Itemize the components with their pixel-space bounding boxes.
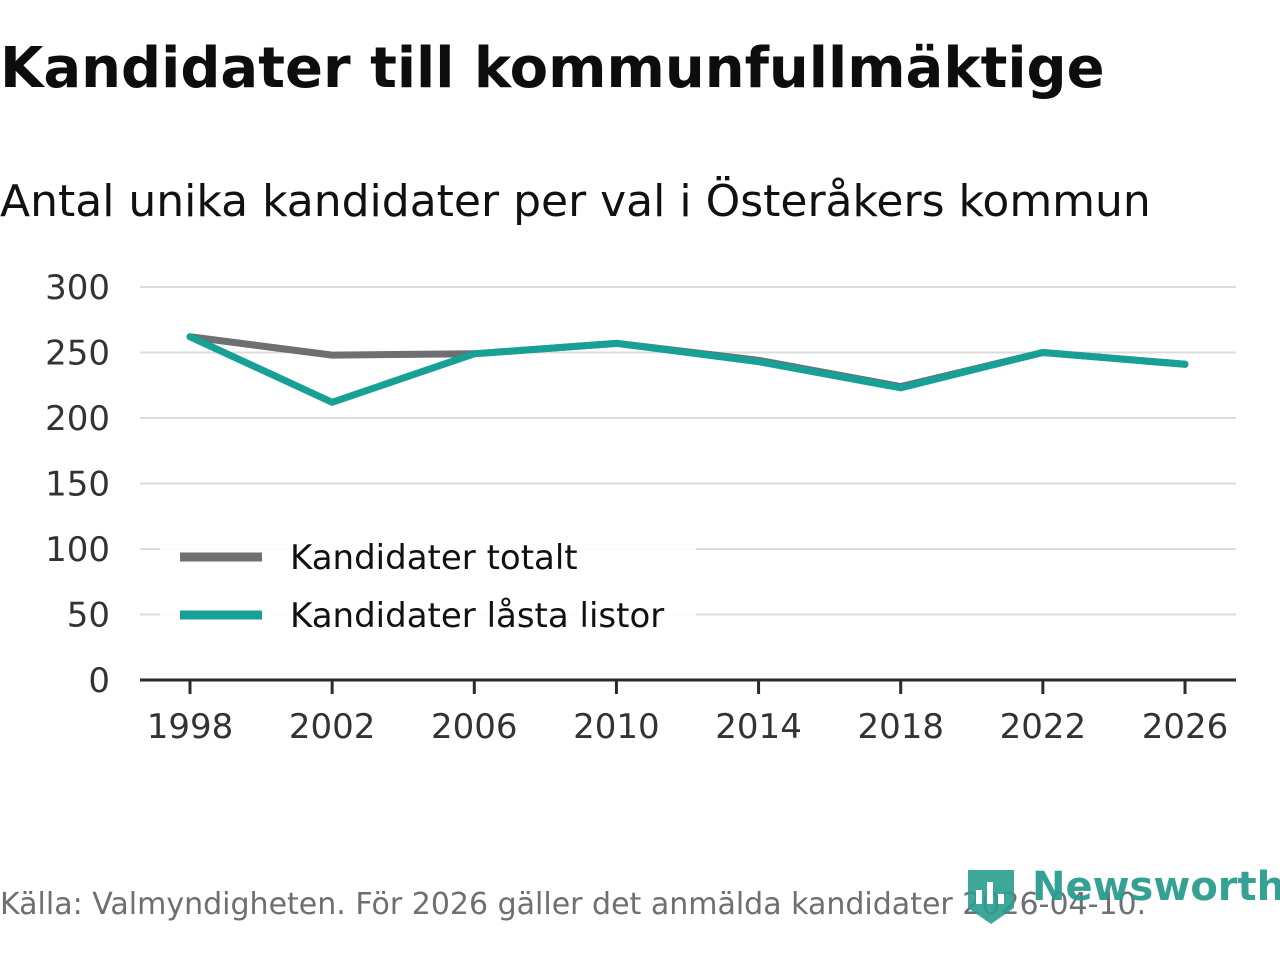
x-tick-label: 2026 [1142,707,1229,747]
legend-label: Kandidater låsta listor [290,596,664,636]
x-tick-label: 2014 [715,707,802,747]
y-tick-label: 200 [45,399,110,439]
series-line-kandidater-totalt [186,333,1189,391]
y-tick-label: 0 [88,661,110,701]
y-tick-label: 300 [45,268,110,308]
legend-item-kandidater-lasta-listor: Kandidater låsta listor [180,596,664,636]
y-tick-label: 50 [67,596,110,636]
bar-chart-flag-icon [968,870,1014,924]
series-line-kandidater-lasta-listor [186,333,1189,406]
brand-logo: Newsworthy [966,864,1280,926]
legend-item-kandidater-totalt: Kandidater totalt [180,538,578,578]
x-tick-label: 2002 [289,707,376,747]
x-tick-label: 2022 [1000,707,1087,747]
x-tick-label: 2018 [857,707,944,747]
y-tick-label: 100 [45,530,110,570]
chart-subtitle: Antal unika kandidater per val i Österåk… [0,176,1151,227]
y-tick-label: 150 [45,465,110,505]
x-axis: 1998 2002 2006 2010 2014 2018 2022 2026 [140,678,1236,747]
x-tick-label: 2010 [573,707,660,747]
x-tick-label: 1998 [147,707,234,747]
source-note: Källa: Valmyndigheten. För 2026 gäller d… [0,887,1147,922]
x-tick-label: 2006 [431,707,518,747]
chart-title: Kandidater till kommunfullmäktige [0,36,1105,101]
y-axis-ticks: 0 50 100 150 200 250 300 [45,268,110,701]
brand-name: Newsworthy [1032,864,1280,910]
series-layer [186,333,1189,406]
legend: Kandidater totalt Kandidater låsta listor [160,522,696,646]
y-tick-label: 250 [45,334,110,374]
legend-label: Kandidater totalt [290,538,578,578]
legend-background [160,522,696,646]
